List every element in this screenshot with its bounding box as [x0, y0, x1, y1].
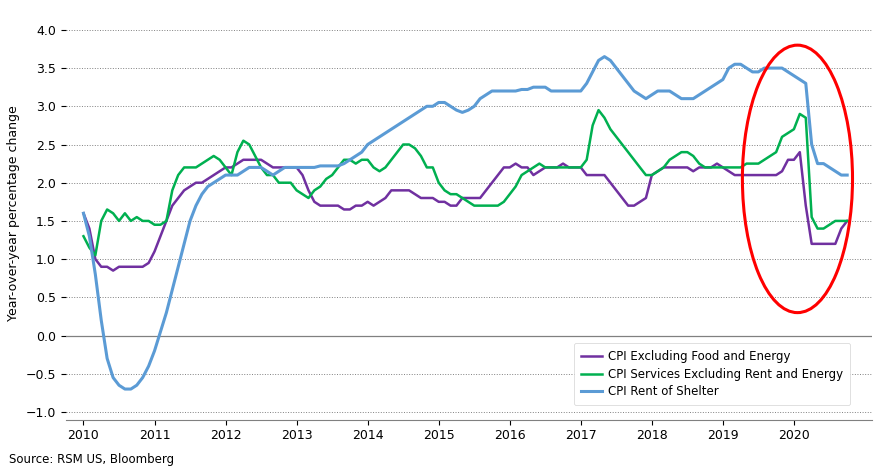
- CPI Rent of Shelter: [841, 172, 852, 178]
- CPI Rent of Shelter: [78, 211, 89, 216]
- CPI Excluding Food and Energy: [108, 268, 119, 273]
- CPI Services Excluding Rent and Energy: [291, 188, 301, 193]
- CPI Excluding Food and Energy: [841, 218, 852, 224]
- CPI Excluding Food and Energy: [794, 149, 804, 155]
- Legend: CPI Excluding Food and Energy, CPI Services Excluding Rent and Energy, CPI Rent : CPI Excluding Food and Energy, CPI Servi…: [573, 343, 849, 405]
- CPI Excluding Food and Energy: [291, 165, 301, 170]
- CPI Services Excluding Rent and Energy: [651, 168, 662, 174]
- Line: CPI Services Excluding Rent and Energy: CPI Services Excluding Rent and Energy: [83, 110, 846, 256]
- CPI Rent of Shelter: [409, 111, 420, 117]
- Line: CPI Rent of Shelter: CPI Rent of Shelter: [83, 57, 846, 389]
- CPI Services Excluding Rent and Energy: [687, 153, 698, 159]
- CPI Rent of Shelter: [651, 88, 662, 94]
- CPI Rent of Shelter: [599, 54, 609, 59]
- CPI Services Excluding Rent and Energy: [593, 107, 603, 113]
- CPI Services Excluding Rent and Energy: [78, 234, 89, 239]
- CPI Excluding Food and Energy: [480, 188, 491, 193]
- CPI Services Excluding Rent and Energy: [587, 123, 597, 128]
- CPI Excluding Food and Energy: [78, 211, 89, 216]
- CPI Excluding Food and Energy: [646, 172, 657, 178]
- Text: Source: RSM US, Bloomberg: Source: RSM US, Bloomberg: [9, 453, 174, 466]
- CPI Services Excluding Rent and Energy: [841, 218, 852, 224]
- CPI Rent of Shelter: [687, 96, 698, 102]
- Y-axis label: Year-over-year percentage change: Year-over-year percentage change: [7, 105, 20, 321]
- CPI Rent of Shelter: [480, 92, 491, 98]
- CPI Rent of Shelter: [119, 386, 130, 392]
- CPI Rent of Shelter: [291, 165, 301, 170]
- CPI Excluding Food and Energy: [409, 191, 420, 197]
- CPI Excluding Food and Energy: [587, 172, 597, 178]
- CPI Excluding Food and Energy: [681, 165, 692, 170]
- CPI Services Excluding Rent and Energy: [409, 146, 420, 151]
- CPI Services Excluding Rent and Energy: [90, 253, 100, 258]
- CPI Services Excluding Rent and Energy: [480, 203, 491, 208]
- CPI Rent of Shelter: [587, 69, 597, 75]
- Line: CPI Excluding Food and Energy: CPI Excluding Food and Energy: [83, 152, 846, 271]
